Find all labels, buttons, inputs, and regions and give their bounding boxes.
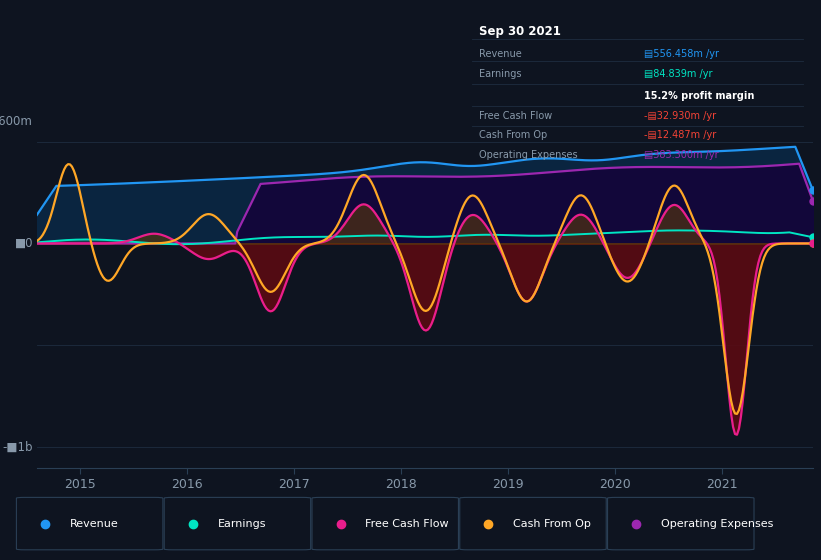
- Text: Revenue: Revenue: [70, 519, 118, 529]
- Text: Earnings: Earnings: [479, 69, 521, 79]
- Text: ■0: ■0: [15, 237, 33, 250]
- Text: Cash From Op: Cash From Op: [513, 519, 591, 529]
- Text: ▤383.300m /yr: ▤383.300m /yr: [644, 150, 719, 160]
- Text: Operating Expenses: Operating Expenses: [661, 519, 773, 529]
- Text: Free Cash Flow: Free Cash Flow: [365, 519, 449, 529]
- Text: ▤556.458m /yr: ▤556.458m /yr: [644, 49, 719, 59]
- Text: ■600m: ■600m: [0, 115, 33, 128]
- Text: 15.2% profit margin: 15.2% profit margin: [644, 91, 754, 101]
- Text: Sep 30 2021: Sep 30 2021: [479, 25, 561, 38]
- Text: -▤12.487m /yr: -▤12.487m /yr: [644, 130, 717, 141]
- Text: Free Cash Flow: Free Cash Flow: [479, 111, 552, 121]
- Text: Revenue: Revenue: [479, 49, 521, 59]
- Text: Operating Expenses: Operating Expenses: [479, 150, 577, 160]
- Text: Earnings: Earnings: [218, 519, 266, 529]
- Text: ▤84.839m /yr: ▤84.839m /yr: [644, 69, 713, 79]
- Text: -▤32.930m /yr: -▤32.930m /yr: [644, 111, 717, 121]
- Text: -■1b: -■1b: [2, 441, 33, 454]
- Text: Cash From Op: Cash From Op: [479, 130, 547, 141]
